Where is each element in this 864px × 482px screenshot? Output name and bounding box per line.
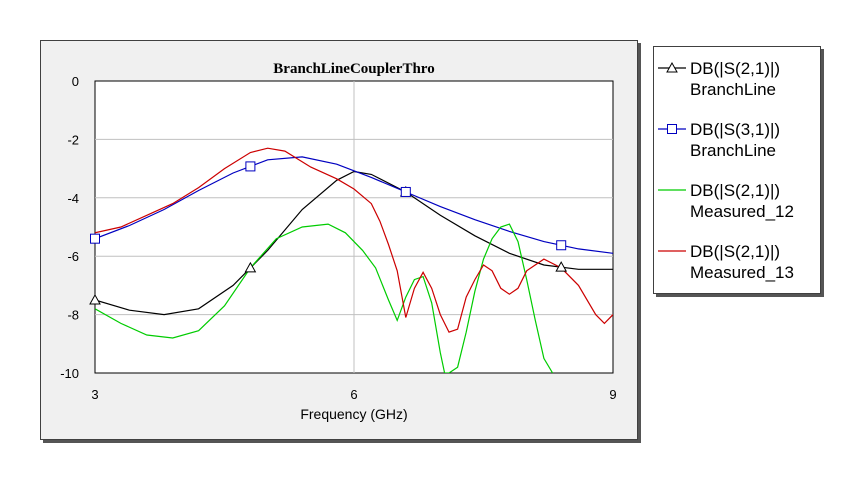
x-tick-label-1: 6 [350,387,357,402]
series-line-3 [95,147,613,333]
series-1-marker-1 [245,161,256,172]
series-0-marker-1 [244,261,257,273]
y-tick-label-1: -2 [67,132,79,147]
series-line-2 [95,223,554,373]
y-tick-label-4: -8 [67,308,79,323]
legend-sublabel-3: Measured_13 [690,263,794,282]
y-axis-ticks: 0 -2 -4 -6 -8 -10 [60,74,79,381]
legend-label-1: DB(|S(3,1)|) [690,120,780,139]
legend-label-0: DB(|S(2,1)|) [690,59,780,78]
series-0-marker-3 [555,261,568,272]
series-1-marker-3 [556,240,567,251]
y-tick-label-5: -10 [60,366,79,381]
x-axis-ticks: 3 6 9 [91,387,616,402]
y-tick-label-0: 0 [72,74,79,89]
legend-sublabel-1: BranchLine [690,141,776,160]
x-tick-label-0: 3 [91,387,98,402]
x-tick-label-2: 9 [609,387,616,402]
legend-marker-0 [666,61,678,73]
series-layer [95,147,613,373]
legend-entries: DB(|S(2,1)|) BranchLine DB(|S(3,1)|) Branch… [658,59,794,282]
legend-marker-1 [667,124,677,134]
y-tick-label-3: -6 [67,249,79,264]
series-0-marker-0 [89,293,101,305]
legend-sublabel-2: Measured_12 [690,202,794,221]
grid-lines [95,81,613,373]
markers-layer [89,161,568,305]
legend-sublabel-0: BranchLine [690,80,776,99]
series-line-1 [95,156,613,254]
legend-panel [653,46,821,294]
y-tick-label-2: -4 [67,191,79,206]
series-1-marker-0 [90,233,100,244]
x-axis-label: Frequency (GHz) [300,406,407,422]
series-1-marker-2 [400,186,411,197]
legend-label-3: DB(|S(2,1)|) [690,242,780,261]
legend-label-2: DB(|S(2,1)|) [690,181,780,200]
chart-title: BranchLineCouplerThro [273,61,434,77]
series-line-0 [95,170,613,316]
